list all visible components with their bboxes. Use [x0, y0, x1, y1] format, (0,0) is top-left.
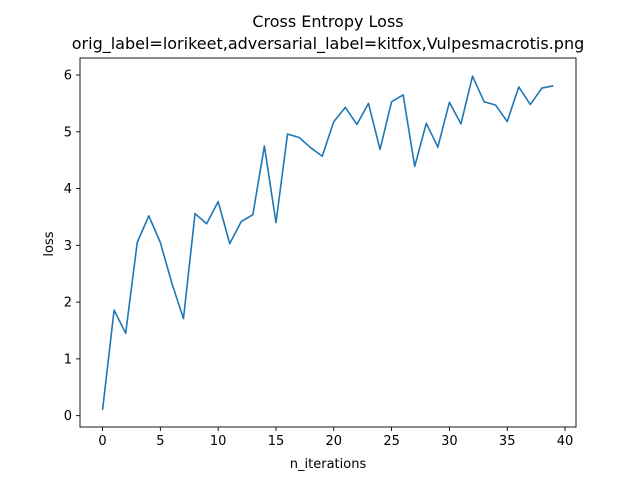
x-tick-label: 10	[210, 434, 227, 449]
plot-frame	[79, 57, 577, 428]
y-axis-label: loss	[42, 231, 57, 256]
x-tick-label: 25	[383, 434, 400, 449]
plot-area: 0 5 10 15 20 25 30 35 40 0 1 2 3 4 5 6	[64, 57, 577, 449]
chart-title: Cross Entropy Loss	[252, 12, 403, 31]
x-tick-label: 20	[326, 434, 343, 449]
x-tick-label: 5	[156, 434, 164, 449]
x-tick-label: 30	[441, 434, 458, 449]
loss-series-line	[101, 75, 554, 411]
y-tick-label: 0	[64, 409, 72, 424]
y-tick-label: 6	[64, 69, 72, 84]
y-tick-label: 1	[64, 352, 72, 367]
y-tick-label: 5	[64, 125, 72, 140]
y-tick-label: 2	[64, 296, 72, 311]
x-tick-label: 15	[268, 434, 285, 449]
chart-subtitle: orig_label=lorikeet,adversarial_label=ki…	[72, 34, 584, 54]
y-tick-label: 4	[64, 182, 72, 197]
y-tick-label: 3	[64, 239, 72, 254]
x-tick-label: 0	[98, 434, 106, 449]
x-tick-label: 40	[557, 434, 574, 449]
x-axis-label: n_iterations	[290, 457, 367, 472]
x-tick-label: 35	[499, 434, 516, 449]
